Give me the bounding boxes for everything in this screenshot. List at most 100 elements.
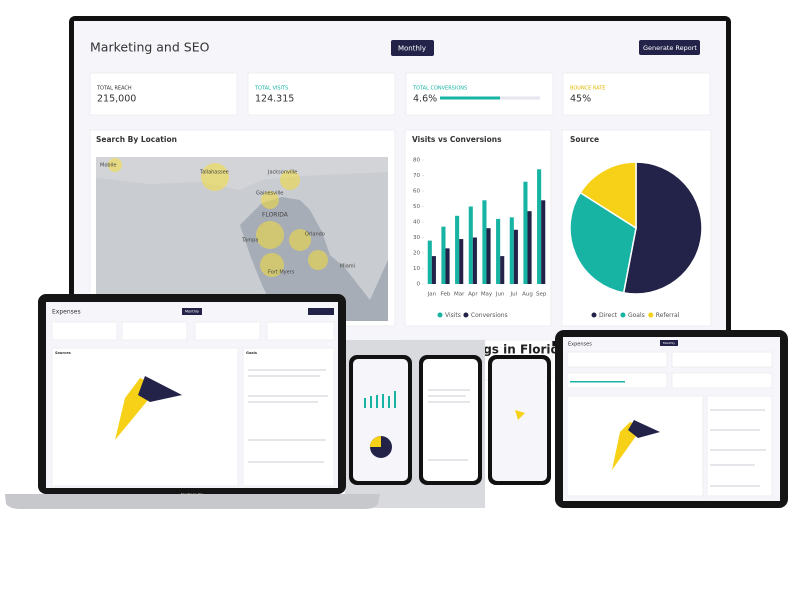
laptop-base [5, 494, 380, 509]
kpi-label: TOTAL REACH [96, 86, 132, 92]
map-label: Tallahassee [199, 170, 229, 176]
legend-swatch [437, 312, 443, 318]
bar [523, 181, 528, 284]
map-title: Search By Location [96, 135, 177, 144]
kpi-label: BOUNCE RATE [570, 86, 605, 92]
y-tick-label: 30 [413, 235, 420, 241]
map-label: FLORIDA [262, 212, 289, 219]
kpi-card [562, 72, 711, 116]
bar [468, 206, 473, 284]
bar [427, 240, 432, 284]
page-title: Marketing and SEO [90, 40, 210, 55]
laptop-right-title: Goals [246, 351, 257, 355]
laptop-radar-b [138, 376, 182, 402]
pie-title: Source [570, 135, 599, 144]
legend-label: Referral [656, 312, 680, 319]
bar [527, 211, 532, 284]
bar [509, 217, 514, 284]
pie-slice [622, 161, 703, 295]
laptop-text-lines [248, 369, 328, 463]
laptop-left-panel [51, 347, 239, 487]
y-tick-label: 10 [413, 266, 420, 272]
y-tick-label: 50 [413, 204, 420, 210]
x-tick-label: May [481, 292, 493, 298]
legend-label: Visits [445, 312, 461, 319]
laptop-title: Expenses [52, 309, 81, 316]
tablet-title: Expenses [568, 342, 592, 348]
progress-fill [440, 96, 500, 100]
x-tick-label: Feb [441, 292, 451, 298]
x-tick-label: Sep [536, 292, 547, 298]
legend-swatch [648, 312, 654, 318]
bar [455, 215, 460, 284]
x-tick-label: Aug [522, 292, 533, 298]
kpi-value: 45% [570, 94, 591, 105]
bar [431, 256, 436, 284]
tablet-kpis [566, 351, 773, 389]
map-label: Jacksonville [267, 170, 297, 176]
phones [349, 355, 551, 485]
kpi-card [247, 72, 396, 116]
laptop-left-title: Sources [55, 351, 71, 355]
laptop-period-label: Monthly [185, 310, 199, 314]
y-tick-label: 40 [413, 220, 420, 226]
pie-slice [579, 161, 637, 230]
legend-label: Direct [599, 312, 618, 319]
map-label: Tampa [241, 238, 258, 244]
kpi-value: 4.6% [413, 94, 437, 105]
tablet-left-panel [566, 395, 704, 497]
kpi-card [89, 72, 238, 116]
map-land-north [96, 157, 388, 190]
laptop-right-panel [242, 347, 335, 487]
legend-swatch [463, 312, 469, 318]
bar [441, 226, 446, 284]
kpi-card [405, 72, 554, 116]
x-tick-label: Jul [510, 292, 518, 298]
kpi-label: TOTAL CONVERSIONS [412, 86, 467, 92]
bar [513, 229, 518, 284]
bar [459, 239, 464, 284]
y-tick-label: 20 [413, 251, 420, 257]
bar [445, 248, 450, 284]
legend-swatch [591, 312, 597, 318]
legend-label: Goals [628, 312, 645, 319]
tablet-period-label: Monthly [663, 341, 675, 345]
map-label: Gainesville [256, 191, 283, 197]
kpi-label: TOTAL VISITS [254, 86, 288, 92]
kpi-value: 215,000 [97, 94, 136, 105]
laptop-brand: MacBook Pro [181, 493, 203, 497]
bar [486, 228, 491, 284]
map-label: Fort Myers [268, 270, 295, 276]
bar [496, 218, 501, 284]
bar [537, 169, 542, 284]
map-label: Miami [340, 264, 355, 270]
y-tick-label: 60 [413, 189, 420, 195]
bar [482, 200, 487, 284]
period-button-label: Monthly [398, 45, 426, 53]
tablet-period-button[interactable] [660, 340, 678, 346]
x-tick-label: Jun [495, 292, 505, 298]
report-button[interactable] [639, 40, 700, 55]
bar [541, 200, 546, 284]
kpi-value: 124.315 [255, 94, 294, 105]
laptop-period-button[interactable] [182, 308, 202, 315]
tablet-right-panel [706, 395, 773, 497]
heat-spots [108, 158, 328, 277]
tablet-text-lines [710, 409, 766, 487]
bar [472, 237, 477, 284]
laptop-report-button [308, 308, 334, 315]
x-tick-label: Jan [427, 292, 437, 298]
report-button-label: Generate Report [643, 44, 697, 52]
x-tick-label: Mar [454, 292, 465, 298]
map-land [96, 157, 388, 321]
y-tick-label: 70 [413, 173, 420, 179]
map-label: Mobile [100, 163, 116, 169]
y-tick-label: 80 [413, 158, 420, 164]
tablet-radar-b [628, 420, 660, 438]
legend-swatch [620, 312, 626, 318]
legend-label: Conversions [471, 312, 508, 319]
x-tick-label: Apr [468, 292, 478, 298]
laptop-kpis [51, 321, 335, 341]
period-button[interactable] [391, 40, 434, 56]
